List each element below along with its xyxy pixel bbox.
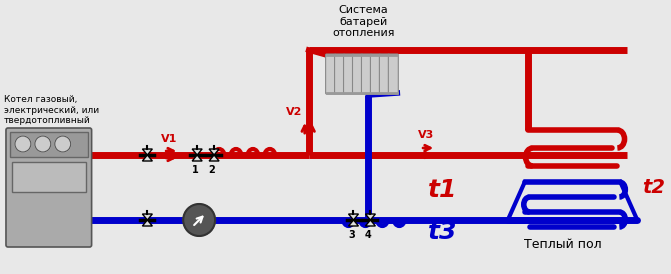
Bar bbox=[12, 162, 86, 192]
FancyBboxPatch shape bbox=[325, 54, 336, 94]
Text: t1: t1 bbox=[428, 178, 458, 202]
Polygon shape bbox=[142, 149, 152, 155]
Polygon shape bbox=[142, 220, 152, 226]
Text: Котел газовый,
электрический, или
твердотопливный: Котел газовый, электрический, или твердо… bbox=[4, 95, 99, 125]
Polygon shape bbox=[142, 155, 152, 161]
Text: Система
батарей
отопления: Система батарей отопления bbox=[332, 5, 395, 38]
Polygon shape bbox=[348, 214, 358, 220]
FancyBboxPatch shape bbox=[352, 54, 362, 94]
FancyBboxPatch shape bbox=[344, 54, 354, 94]
Text: V1: V1 bbox=[161, 134, 178, 144]
FancyBboxPatch shape bbox=[6, 128, 92, 247]
Polygon shape bbox=[209, 149, 219, 155]
Bar bbox=[10, 132, 88, 157]
Polygon shape bbox=[366, 220, 375, 226]
Text: t3: t3 bbox=[428, 220, 458, 244]
Text: 2: 2 bbox=[209, 165, 215, 175]
Circle shape bbox=[35, 136, 51, 152]
FancyBboxPatch shape bbox=[370, 54, 380, 94]
FancyBboxPatch shape bbox=[379, 54, 389, 94]
FancyBboxPatch shape bbox=[362, 54, 372, 94]
FancyBboxPatch shape bbox=[389, 54, 399, 94]
Circle shape bbox=[15, 136, 31, 152]
Text: Теплый пол: Теплый пол bbox=[524, 238, 601, 251]
Text: t2: t2 bbox=[642, 178, 665, 197]
Text: 1: 1 bbox=[192, 165, 199, 175]
Polygon shape bbox=[192, 149, 202, 155]
Circle shape bbox=[183, 204, 215, 236]
Circle shape bbox=[55, 136, 70, 152]
Polygon shape bbox=[142, 214, 152, 220]
Text: 4: 4 bbox=[365, 230, 372, 240]
Polygon shape bbox=[192, 155, 202, 161]
Text: V2: V2 bbox=[286, 107, 302, 117]
Polygon shape bbox=[348, 220, 358, 226]
Text: V3: V3 bbox=[418, 130, 434, 140]
Polygon shape bbox=[209, 155, 219, 161]
FancyBboxPatch shape bbox=[335, 54, 344, 94]
Text: 3: 3 bbox=[348, 230, 355, 240]
Polygon shape bbox=[366, 214, 375, 220]
